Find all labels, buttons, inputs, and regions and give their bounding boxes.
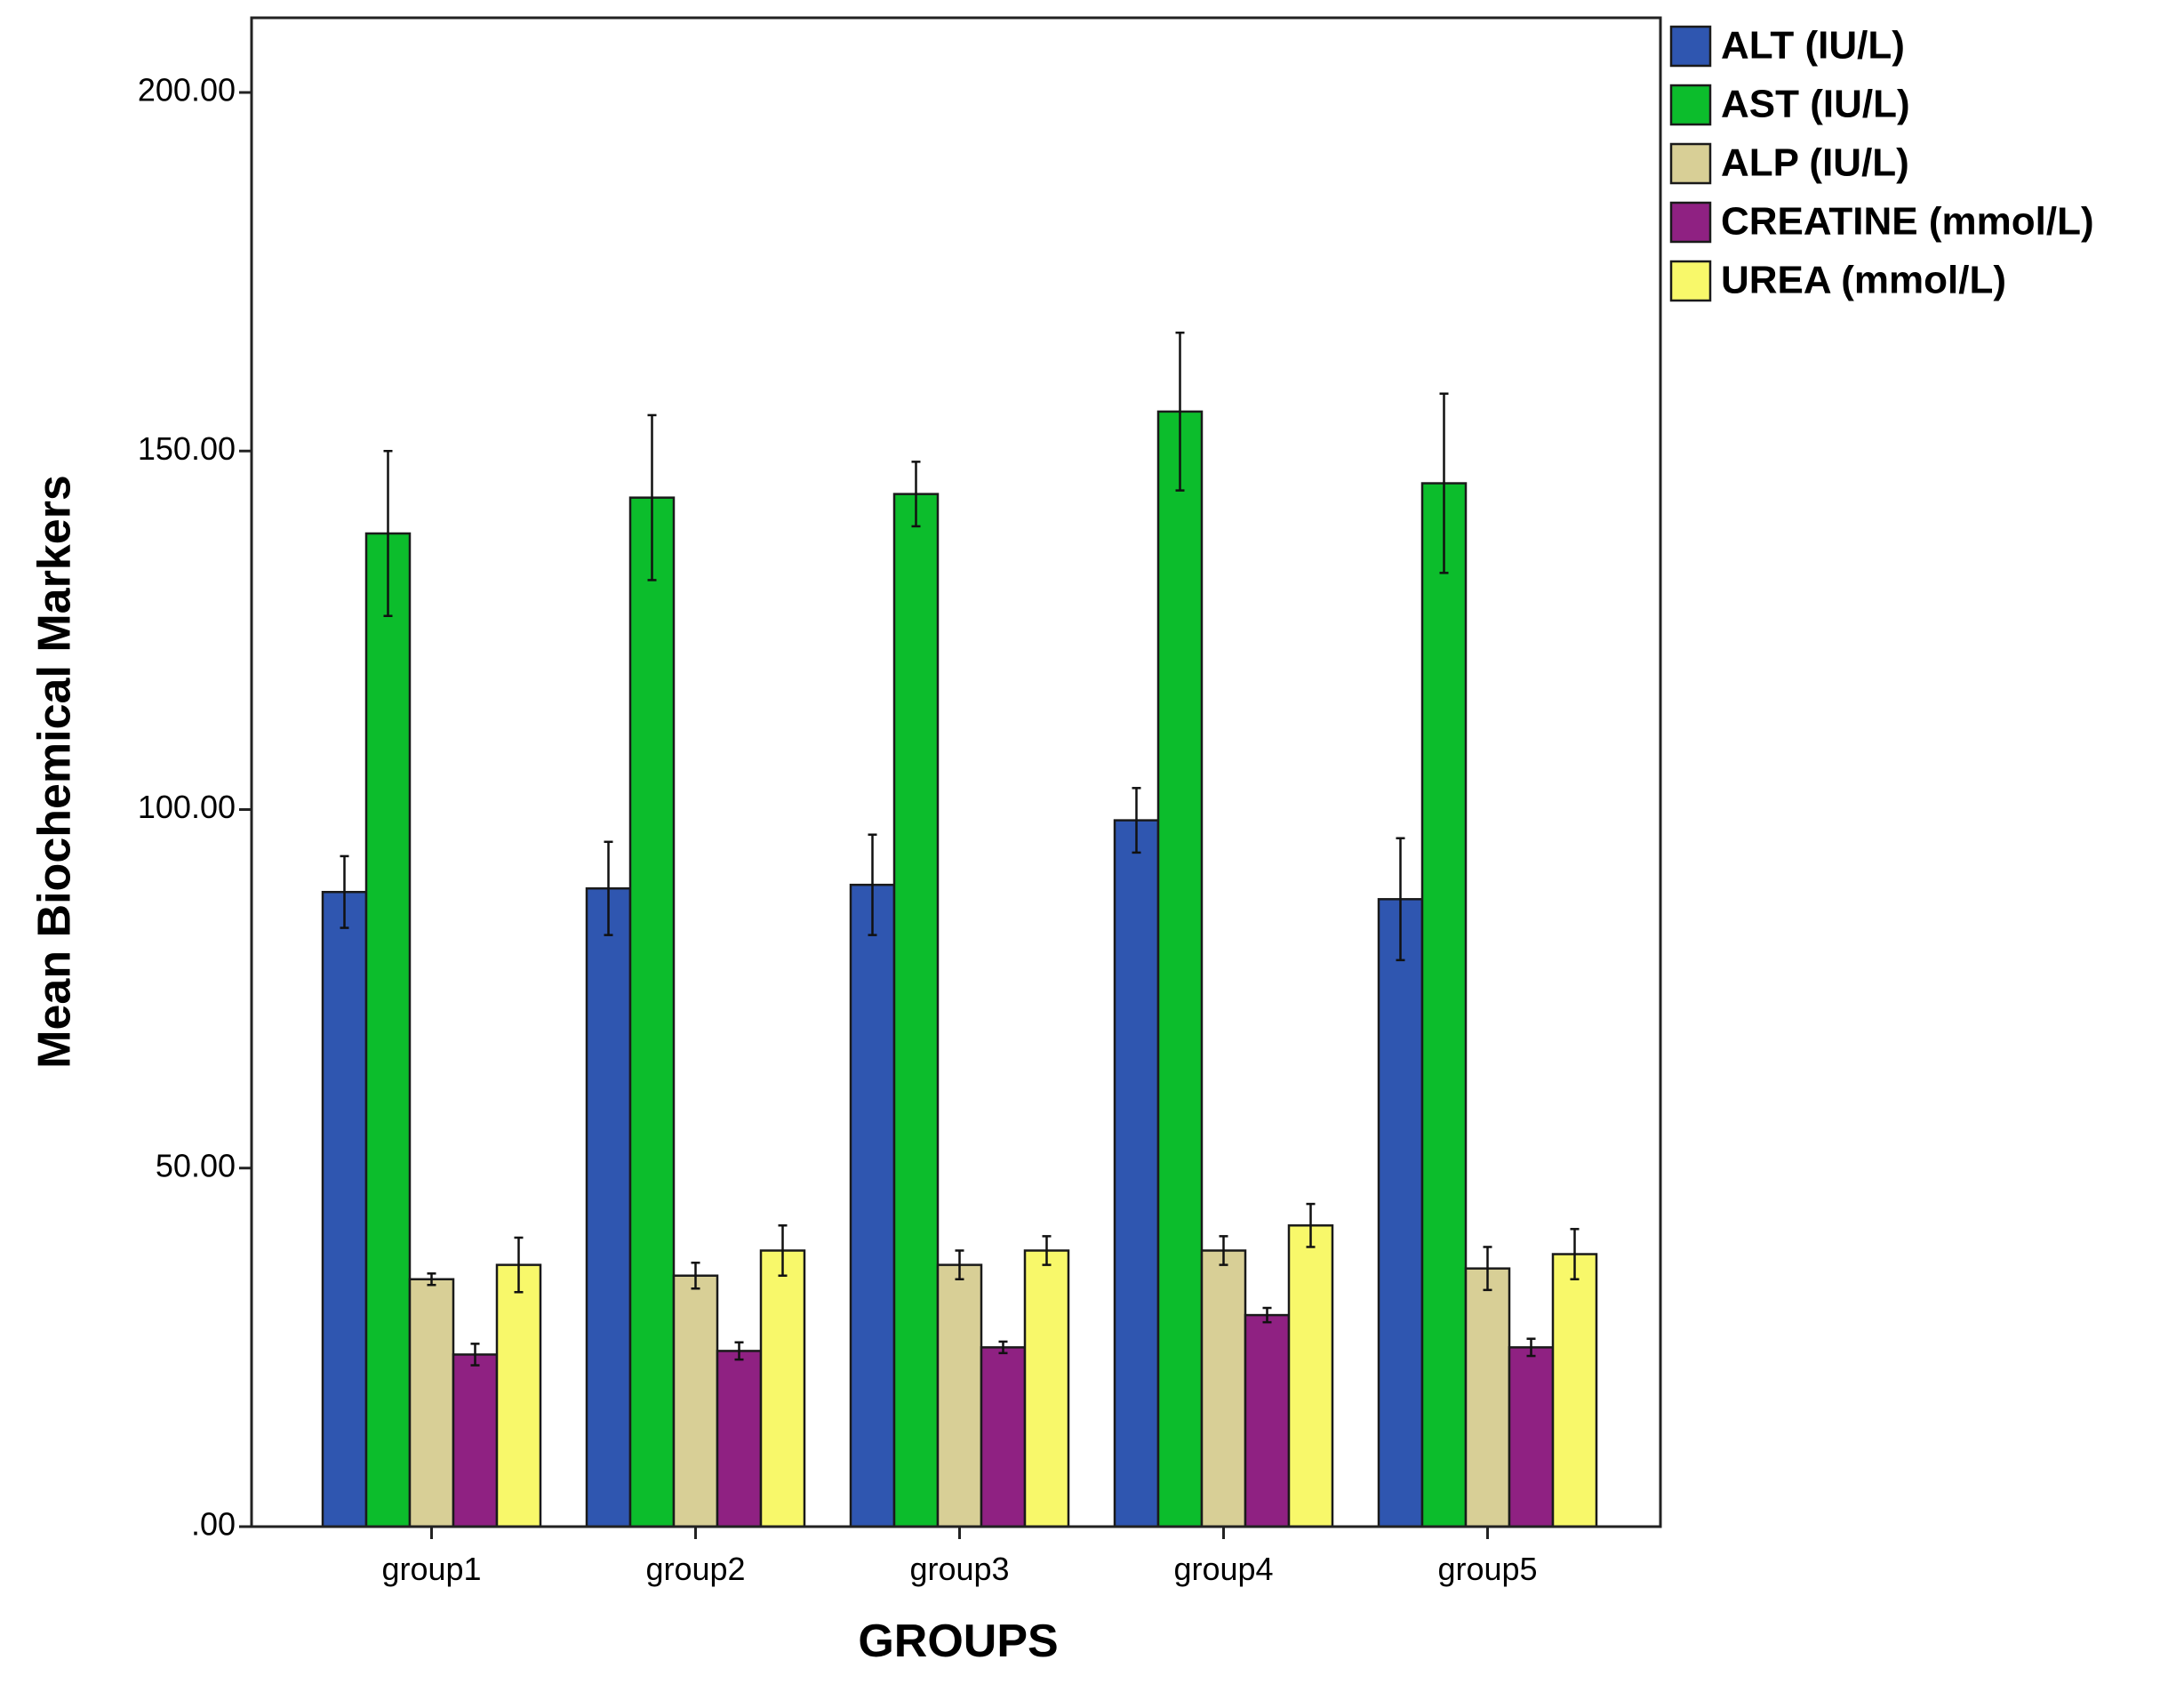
y-tick-label: 100.00 [138,789,236,825]
x-tick-label-group4: group4 [1173,1551,1273,1587]
error-bar-group2-series-4 [734,1341,744,1361]
y-tick-label: .00 [191,1506,236,1543]
legend-swatch [1669,142,1712,185]
legend-item: ALP (IU/L) [1669,141,1909,185]
legend-swatch [1669,84,1712,126]
legend-swatch [1669,260,1712,302]
bar-group4-series-2 [1156,410,1204,1528]
bar-group3-series-3 [936,1263,983,1528]
bar-group2-series-2 [628,496,676,1528]
error-bar-group5-series-3 [1483,1246,1492,1292]
bar-group4-series-5 [1287,1224,1334,1528]
bar-group3-series-5 [1023,1249,1070,1528]
legend-item: ALT (IU/L) [1669,24,1905,68]
legend-item: AST (IU/L) [1669,83,1910,126]
y-axis: .00 50.00 100.00 150.00 200.00 [138,72,252,1543]
legend-label: CREATINE (mmol/L) [1721,200,2094,244]
error-bar-group3-series-1 [868,833,877,936]
error-bar-group4-series-1 [1132,787,1141,854]
x-axis-title: GROUPS [858,1616,1058,1667]
x-tick-label-group1: group1 [381,1551,481,1587]
error-bar-group1-series-1 [340,854,349,929]
legend-swatch [1669,25,1712,68]
error-bar-group1-series-2 [383,450,393,617]
error-bar-group2-series-2 [647,413,657,581]
legend-label: AST (IU/L) [1721,83,1910,126]
bar-group5-series-3 [1464,1267,1511,1528]
bar-group3-series-2 [892,493,940,1528]
error-bar-group2-series-5 [778,1224,788,1277]
error-bar-group4-series-3 [1219,1235,1228,1266]
legend-label: ALT (IU/L) [1721,24,1905,68]
error-bars-layer [340,331,1580,1367]
bar-group3-series-1 [849,883,896,1528]
error-bar-group2-series-3 [691,1261,700,1290]
error-bar-group4-series-5 [1306,1202,1316,1248]
legend: ALT (IU/L) AST (IU/L) ALP (IU/L) CREATINE (… [1669,24,2094,302]
error-bar-group1-series-5 [514,1236,524,1294]
bar-group2-series-4 [716,1350,763,1528]
bar-group5-series-5 [1551,1253,1598,1528]
error-bar-group4-series-2 [1175,331,1185,492]
error-bar-group5-series-4 [1526,1337,1536,1358]
bar-group4-series-3 [1200,1249,1247,1528]
error-bar-group5-series-5 [1570,1228,1580,1281]
error-bar-group2-series-1 [604,840,613,936]
bar-group1-series-3 [408,1278,455,1528]
error-bar-group3-series-3 [955,1249,964,1281]
legend-label: ALP (IU/L) [1721,141,1909,185]
x-tick-label-group3: group3 [909,1551,1009,1587]
legend-item: UREA (mmol/L) [1669,259,2006,302]
error-bar-group3-series-2 [911,461,921,528]
error-bar-group4-series-4 [1262,1306,1272,1324]
x-tick-label-group5: group5 [1437,1551,1537,1587]
bar-group3-series-4 [980,1346,1027,1528]
y-tick-label: 50.00 [156,1147,236,1183]
error-bar-group1-series-3 [427,1272,436,1287]
y-tick-label: 200.00 [138,72,236,108]
bar-group1-series-5 [495,1263,542,1528]
bar-group2-series-3 [672,1274,719,1528]
legend-label: UREA (mmol/L) [1721,259,2006,302]
x-tick-label-group2: group2 [645,1551,745,1587]
bar-group2-series-5 [759,1249,806,1528]
error-bar-group3-series-5 [1042,1235,1052,1266]
legend-swatch [1669,201,1712,244]
bar-group1-series-4 [452,1353,499,1528]
plot-frame [250,16,1662,1528]
bar-group1-series-2 [364,532,412,1528]
bar-group5-series-4 [1508,1346,1555,1528]
bars-layer [321,410,1598,1528]
bar-group5-series-2 [1420,482,1468,1528]
error-bar-group1-series-4 [470,1343,480,1367]
y-tick-label: 150.00 [138,430,236,467]
x-axis: group1 group2 group3 group4 group5 [381,1527,1538,1587]
error-bar-group3-series-4 [998,1340,1008,1355]
y-axis-title: Mean Biochemical Markers [29,475,81,1069]
bar-group5-series-1 [1377,898,1424,1528]
error-bar-group5-series-2 [1439,392,1449,574]
bar-group1-series-1 [321,890,368,1528]
error-bar-group5-series-1 [1396,837,1405,962]
legend-item: CREATINE (mmol/L) [1669,200,2094,244]
bar-group4-series-4 [1244,1313,1291,1528]
bar-group2-series-1 [585,886,632,1528]
bar-group4-series-1 [1113,819,1160,1528]
